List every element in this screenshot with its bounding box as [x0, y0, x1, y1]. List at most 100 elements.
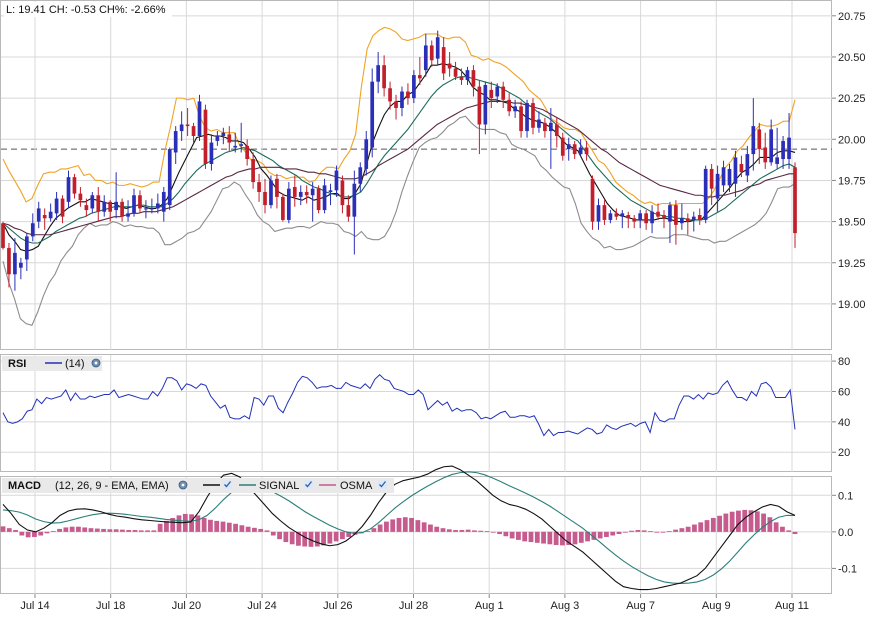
osma-bar: [654, 531, 660, 533]
osma-bar: [289, 531, 295, 545]
candle-body: [114, 201, 118, 211]
rsi-line: [2, 374, 796, 437]
candle-body: [620, 213, 625, 217]
candle-body: [334, 170, 339, 191]
osma-bar: [145, 530, 150, 532]
candle-body: [709, 168, 714, 189]
osma-bar: [522, 531, 528, 542]
candle-body: [441, 47, 446, 74]
candle-body: [584, 147, 589, 155]
osma-bar: [63, 527, 69, 532]
date-tick-label: Jul 20: [172, 600, 201, 612]
candle-body: [30, 223, 35, 237]
candle-body: [209, 142, 214, 164]
rsi-label: RSI: [8, 358, 26, 370]
candle-body: [144, 208, 148, 210]
candle-body: [132, 195, 136, 214]
osma-bar: [25, 531, 31, 538]
candle-body: [72, 177, 77, 194]
osma-bar: [440, 528, 446, 532]
osma-bar: [704, 520, 710, 532]
osma-bar: [270, 531, 276, 536]
osma-bar: [377, 524, 383, 532]
macd-visibility-icon[interactable]: [223, 480, 232, 489]
osma-bar: [120, 529, 125, 532]
candle-body: [358, 167, 363, 184]
candle-body: [286, 188, 291, 220]
signal-legend-label: SIGNAL: [259, 480, 299, 492]
candle-body: [691, 216, 696, 220]
osma-bar: [69, 526, 75, 532]
osma-visibility-icon[interactable]: [378, 480, 387, 489]
candle-body: [453, 68, 458, 77]
candle-body: [179, 124, 184, 132]
candle-body: [203, 109, 208, 164]
macd-header: MACD (12, 26, 9 - EMA, EMA) SIGNAL OSMA: [2, 478, 394, 493]
candle-body: [120, 201, 124, 217]
candle-body: [185, 124, 190, 127]
candle-body: [24, 236, 29, 260]
candle-body: [36, 208, 41, 222]
candle-body: [596, 205, 601, 222]
rsi-tick-label: 80: [838, 356, 850, 368]
rsi-settings-icon[interactable]: [91, 358, 101, 368]
candle-body: [566, 144, 571, 150]
candle-body: [310, 188, 315, 196]
macd-settings-icon[interactable]: [178, 480, 188, 490]
signal-visibility-icon[interactable]: [304, 480, 313, 489]
candle-body: [751, 126, 756, 155]
candle-body: [191, 126, 196, 136]
candle-body: [727, 168, 732, 186]
osma-bar: [679, 528, 685, 532]
candle-body: [608, 213, 613, 220]
price-tick-label: 20.00: [838, 134, 866, 146]
bb-upper-line: [2, 26, 796, 206]
osma-bar: [44, 531, 50, 534]
osma-bar: [729, 511, 735, 532]
osma-bar: [245, 526, 251, 532]
osma-bar: [648, 531, 653, 532]
candle-body: [715, 173, 720, 199]
rsi-tick-label: 20: [838, 447, 850, 459]
candle-body: [489, 89, 494, 99]
candle-body: [167, 149, 172, 206]
osma-bar: [94, 528, 100, 532]
osma-bar: [459, 530, 465, 532]
osma-bar: [610, 531, 616, 536]
candle-body: [495, 86, 500, 97]
osma-bar: [585, 531, 590, 542]
osma-bar: [233, 523, 238, 532]
osma-bar: [629, 530, 634, 532]
candle-body: [13, 252, 17, 275]
osma-bar: [13, 530, 18, 532]
osma-bar: [560, 531, 565, 546]
osma-bar: [434, 526, 440, 532]
osma-bar: [723, 513, 729, 532]
osma-bar: [113, 529, 119, 532]
osma-bar: [453, 530, 458, 532]
macd-panel-frame: [0, 476, 832, 594]
candle-body: [429, 45, 434, 61]
candle-body: [447, 63, 452, 69]
candle-body: [388, 88, 392, 102]
osma-bar: [308, 531, 314, 547]
osma-bar: [6, 528, 12, 532]
osma-bar: [189, 514, 194, 532]
candle-body: [48, 211, 53, 219]
candle-body: [90, 195, 95, 209]
candle-body: [483, 84, 488, 125]
candle-body: [60, 198, 65, 217]
candle-body: [543, 122, 547, 132]
candle-body: [417, 75, 422, 79]
candle-body: [513, 106, 517, 112]
osma-bar: [509, 531, 515, 539]
osma-bar: [572, 531, 578, 545]
osma-bar: [767, 517, 773, 532]
candle-body: [757, 129, 762, 150]
candle-body: [370, 81, 375, 148]
candle-body: [281, 196, 285, 220]
macd-tick-label: 0.1: [838, 490, 853, 502]
osma-bar: [748, 510, 754, 532]
candle-body: [477, 86, 482, 125]
price-tick-label: 19.00: [838, 299, 866, 311]
